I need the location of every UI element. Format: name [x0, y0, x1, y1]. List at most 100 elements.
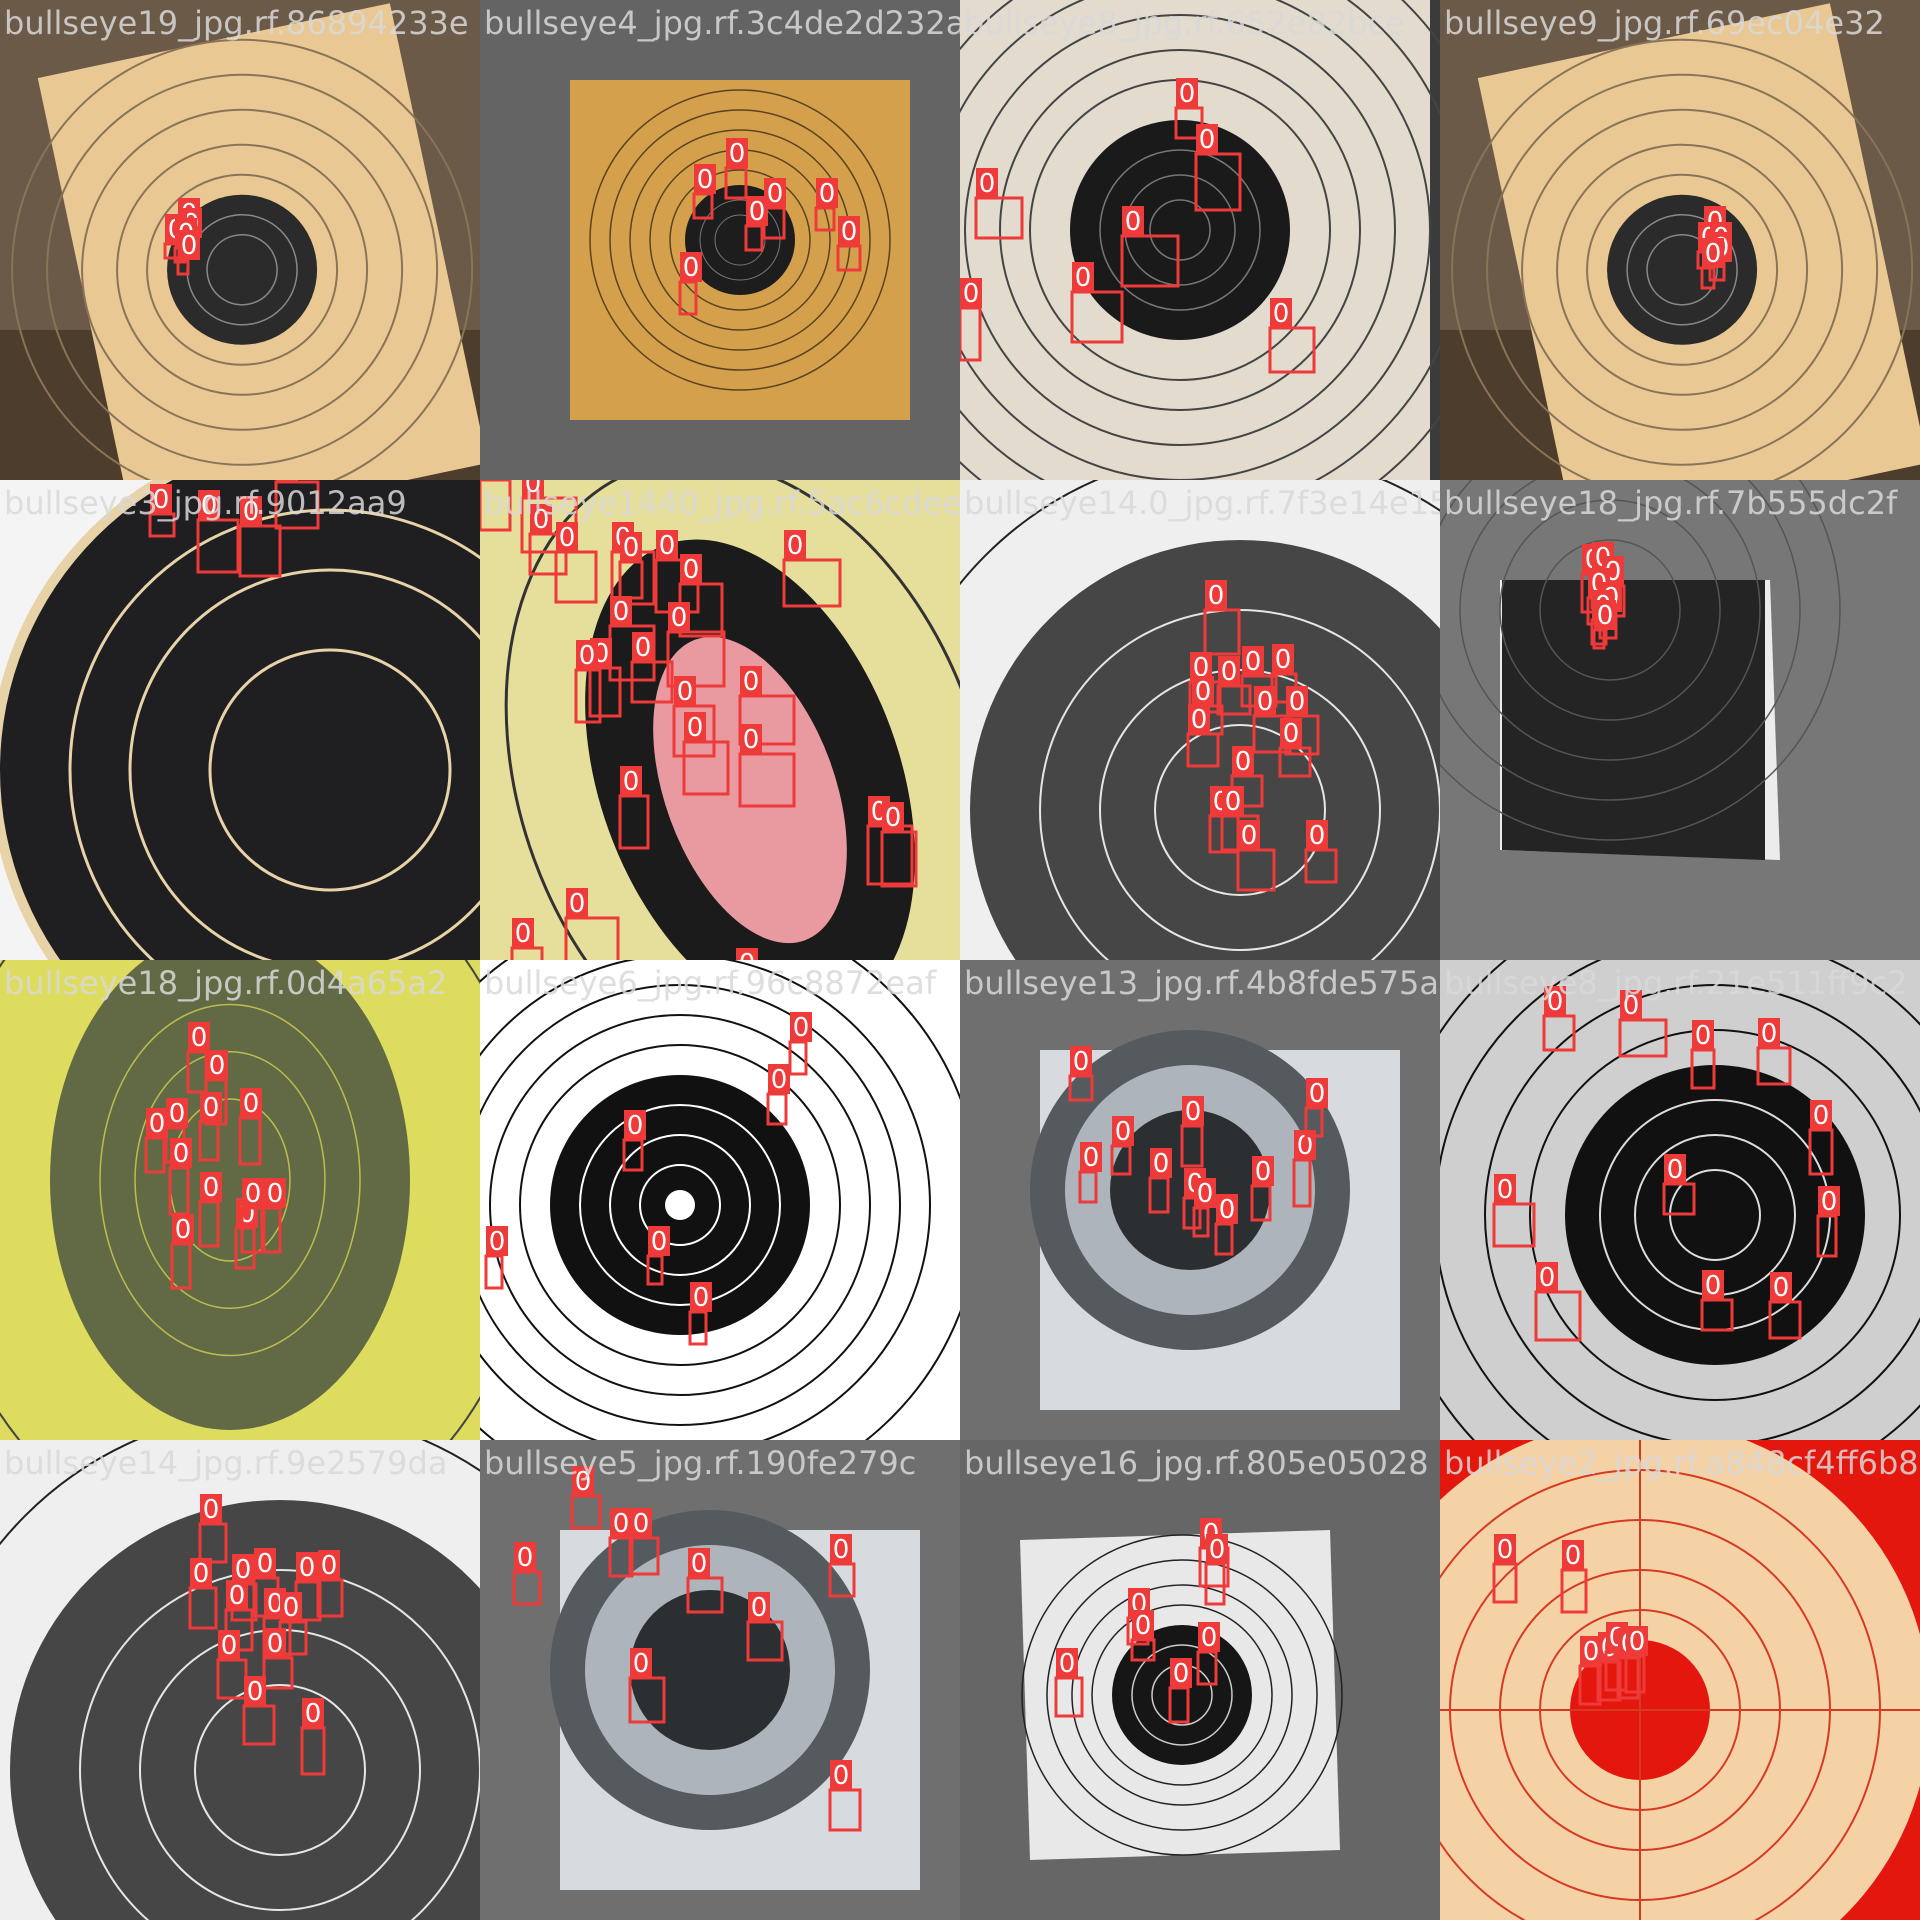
class-label-bg: [576, 640, 598, 670]
class-label-bg: [522, 480, 544, 498]
class-label: 0: [963, 279, 980, 309]
class-label-bg: [688, 1548, 710, 1578]
class-label-bg: [556, 522, 578, 552]
class-label: 0: [691, 1549, 708, 1579]
tile-filename: bullseye14.0_jpg.rf.7f3e14e15: [964, 484, 1440, 522]
mosaic-tile: 0000000bullseye2_jpg.rf.a848cf4ff6b8: [1440, 1440, 1920, 1920]
class-label-bg: [610, 1508, 632, 1538]
class-label: 0: [651, 1227, 668, 1257]
class-label: 0: [517, 1543, 534, 1573]
class-label: 0: [1275, 645, 1292, 675]
class-label: 0: [203, 1173, 220, 1203]
class-label: 0: [193, 1559, 210, 1589]
class-label: 0: [1597, 601, 1614, 631]
class-label-bg: [736, 948, 758, 960]
class-label: 0: [1705, 239, 1722, 269]
class-label-bg: [242, 1178, 264, 1208]
detection-box: [564, 916, 620, 960]
class-label: 0: [659, 531, 676, 561]
class-label: 0: [683, 253, 700, 283]
class-label-bg: [178, 230, 200, 260]
class-label: 0: [201, 491, 218, 521]
class-label: 0: [633, 1649, 650, 1679]
class-label: 0: [677, 677, 694, 707]
tile-filename: bullseye4_jpg.rf.3c4de2d232a7: [484, 4, 960, 42]
class-label-bg: [1132, 1610, 1154, 1640]
class-label: 0: [243, 1089, 260, 1119]
tile-filename: bullseye19_jpg.rf.86894233e: [4, 4, 469, 42]
tile-filename: bullseye14_jpg.rf.9e2579da: [4, 1444, 447, 1482]
class-label-bg: [690, 1282, 712, 1312]
tile-filename: bullseye9_jpg.rf.69ec04e32: [1444, 4, 1885, 42]
class-label: 0: [1629, 1627, 1646, 1657]
class-label: 0: [767, 179, 784, 209]
class-label: 0: [235, 1555, 252, 1585]
class-label: 0: [841, 217, 858, 247]
class-label: 0: [1209, 1535, 1226, 1565]
class-label-bg: [768, 1064, 790, 1094]
class-label-bg: [620, 766, 642, 796]
class-label-bg: [624, 1110, 646, 1140]
class-label-bg: [150, 484, 172, 514]
class-label: 0: [697, 165, 714, 195]
detection-box: [974, 196, 1024, 240]
mosaic-tile: 0 0 0 0 0 0 bullseye6_jpg.rf.96c8872eaf: [480, 960, 960, 1440]
class-label-bg: [1222, 786, 1244, 816]
class-label-bg: [1182, 1096, 1204, 1126]
class-label-bg: [1194, 1178, 1216, 1208]
class-label: 0: [1075, 263, 1092, 293]
class-label: 0: [1273, 299, 1290, 329]
class-label-bg: [746, 196, 768, 226]
target-image: 0000000000bullseye3_jpg.rf.9012aa9: [0, 480, 480, 960]
mosaic-tile: 0000000bullseye16_jpg.rf.805e05028: [960, 1440, 1440, 1920]
class-label-bg: [1270, 298, 1292, 328]
class-label-bg: [244, 1676, 266, 1706]
class-label: 0: [1773, 1273, 1790, 1303]
class-label: 0: [1309, 1079, 1326, 1109]
class-label-bg: [1818, 1186, 1840, 1216]
class-label-bg: [240, 1088, 262, 1118]
class-label-bg: [838, 216, 860, 246]
class-label: 0: [1539, 1263, 1556, 1293]
class-label-bg: [1238, 820, 1260, 850]
detection-box: [1120, 234, 1180, 288]
class-label-bg: [830, 1534, 852, 1564]
class-label: 0: [283, 1593, 300, 1623]
class-label: 0: [1193, 653, 1210, 683]
class-label-bg: [1070, 1046, 1092, 1076]
class-label: 0: [1283, 719, 1300, 749]
class-label: 0: [203, 1093, 220, 1123]
class-label-bg: [172, 1214, 194, 1244]
class-label-bg: [632, 632, 654, 662]
class-label-bg: [960, 278, 982, 308]
class-label-bg: [1692, 1020, 1714, 1050]
class-label: 0: [579, 641, 596, 671]
class-label-bg: [1544, 986, 1566, 1016]
class-label-bg: [200, 1172, 222, 1202]
class-label-bg: [1536, 1262, 1558, 1292]
class-label-bg: [1072, 262, 1094, 292]
class-label-bg: [1702, 238, 1724, 268]
class-label: 0: [671, 603, 688, 633]
class-label: 0: [149, 1109, 166, 1139]
class-label: 0: [1667, 1155, 1684, 1185]
tile-filename: bullseye18_jpg.rf.7b555dc2f: [1444, 484, 1898, 522]
class-label-bg: [1620, 990, 1642, 1020]
class-label-bg: [1196, 124, 1218, 154]
class-label-bg: [264, 1178, 286, 1208]
class-label-bg: [1242, 646, 1264, 676]
class-label-bg: [198, 490, 220, 520]
class-label-bg: [1494, 1534, 1516, 1564]
class-label: 0: [979, 169, 996, 199]
class-label: 0: [267, 1179, 284, 1209]
tile-filename: bullseye1440_jpg.rf.5ac6cdee1: [484, 484, 960, 522]
class-label-bg: [1758, 1018, 1780, 1048]
class-label-bg: [264, 1628, 286, 1658]
class-label: 0: [613, 1509, 630, 1539]
class-label: 0: [1059, 1649, 1076, 1679]
class-label-bg: [726, 138, 748, 168]
